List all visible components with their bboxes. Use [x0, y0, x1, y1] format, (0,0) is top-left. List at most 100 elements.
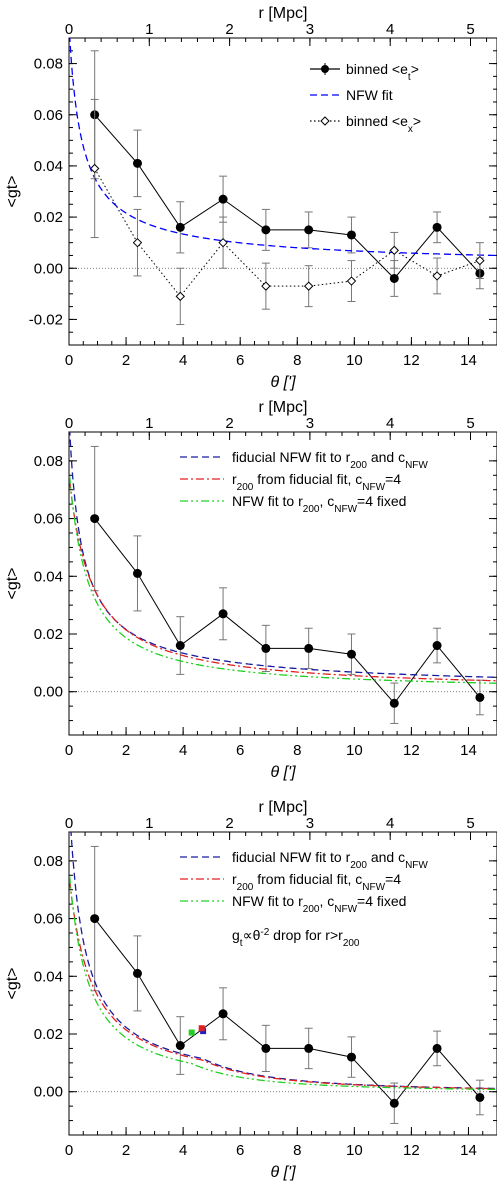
- top-tick-label: 1: [145, 415, 153, 432]
- legend-item-2: r200 from fiducial fit, cNFW=4: [180, 471, 401, 493]
- top-tick-label: 4: [386, 415, 394, 432]
- legend-label: fiducial NFW fit to r200 and cNFW: [232, 849, 428, 871]
- legend-label: binned <ex>: [346, 113, 421, 135]
- data-point: [90, 514, 100, 524]
- y-tick-label: 0.00: [34, 1084, 63, 1101]
- x-tick-label: 4: [179, 1142, 187, 1159]
- data-point: [89, 163, 100, 174]
- series-1: [69, 38, 497, 257]
- legend-label-sub2: NFW: [334, 504, 357, 515]
- data-line: [94, 168, 481, 298]
- data-point: [346, 230, 356, 240]
- data-point: [132, 568, 142, 578]
- top-tick-label: 3: [306, 815, 314, 832]
- annotation-post: drop for r>r: [269, 927, 343, 943]
- annotation-pre-sub: t: [240, 938, 243, 949]
- data-point: [132, 968, 142, 978]
- legend-label-tail2: =4: [385, 871, 401, 887]
- legend-label-tail: and c: [367, 849, 405, 865]
- data-point: [261, 643, 271, 653]
- legend-label: NFW fit to r200, cNFW=4 fixed: [232, 493, 406, 515]
- legend-label-main: r: [232, 871, 237, 887]
- legend-label: NFW fit: [346, 87, 393, 103]
- legend-label-tail2: =4 fixed: [357, 893, 406, 909]
- top-axis-title: r [Mpc]: [259, 5, 308, 22]
- data-point: [261, 281, 271, 291]
- data-point: [346, 649, 356, 659]
- y-tick-label: 0.08: [34, 853, 63, 870]
- data-point: [475, 1092, 485, 1102]
- series-3: [69, 875, 497, 1091]
- x-axis-title: θ [']: [270, 1164, 296, 1181]
- x-tick-label: 14: [460, 1142, 477, 1159]
- legend-label-sub: 200: [350, 460, 367, 471]
- legend-label: binned <et>: [346, 61, 419, 83]
- data-point: [218, 194, 228, 204]
- top-tick-label: 0: [65, 815, 73, 832]
- legend-label-main: binned <e: [346, 61, 408, 77]
- data-point: [175, 291, 185, 302]
- series-0: [90, 50, 485, 297]
- top-tick-label: 2: [225, 21, 233, 38]
- series-0: [90, 445, 485, 724]
- y-axis-title: <gt>: [4, 967, 21, 999]
- legend-label: r200 from fiducial fit, cNFW=4: [232, 471, 401, 493]
- data-point: [218, 1009, 228, 1019]
- y-tick-label: 0.06: [34, 911, 63, 928]
- annotation-mid-sup: -2: [260, 927, 269, 938]
- y-tick-label: 0.04: [34, 568, 63, 585]
- series-3: [69, 475, 497, 684]
- data-point: [304, 1043, 314, 1053]
- data-point: [218, 609, 228, 619]
- x-tick-label: 8: [293, 352, 301, 369]
- legend-label-sub: 200: [303, 504, 320, 515]
- y-tick-label: 0.08: [34, 453, 63, 470]
- legend-label-tail: >: [411, 61, 419, 77]
- plot-area: [69, 832, 497, 1124]
- data-point: [218, 237, 228, 248]
- legend: binned <et> NFW fit binned <ex>: [310, 61, 421, 135]
- x-axis-title: θ [']: [270, 764, 296, 781]
- legend-label-tail: >: [413, 113, 421, 129]
- y-tick-label: 0.02: [34, 1026, 63, 1043]
- legend-label-main: fiducial NFW fit to r: [232, 849, 351, 865]
- series-2: [89, 98, 485, 326]
- chart-panel-1: 0 2 4 6 8 10 12 14-0.020.000.020.040.060.080 1 2 3…: [4, 5, 497, 391]
- top-tick-label: 5: [466, 815, 474, 832]
- x-tick-label: 2: [122, 352, 130, 369]
- annotation-mid: ∝θ: [243, 927, 261, 943]
- annotation: gt∝θ-2 drop for r>r200: [232, 927, 360, 949]
- legend-label-tail: from fiducial fit, c: [253, 871, 362, 887]
- x-tick-label: 6: [236, 1142, 244, 1159]
- legend-label-sub2: NFW: [362, 882, 385, 893]
- fit-curve: [69, 480, 497, 682]
- top-tick-label: 2: [225, 415, 233, 432]
- x-tick-label: 0: [65, 352, 73, 369]
- x-tick-label: 0: [65, 742, 73, 759]
- legend-label-tail: , c: [319, 493, 334, 509]
- chart-panel-3: 0 2 4 6 8 10 12 140.000.020.040.060.080 1 2 3 4 5θ […: [4, 799, 497, 1181]
- x-tick-label: 4: [179, 742, 187, 759]
- fit-curve: [69, 38, 497, 257]
- legend-label-main: r: [232, 471, 237, 487]
- fit-curve: [69, 432, 497, 678]
- series-2: [69, 880, 497, 1090]
- x-tick-label: 6: [236, 352, 244, 369]
- data-point: [304, 225, 314, 235]
- y-tick-label: -0.02: [29, 311, 63, 328]
- legend-label-main: NFW fit to r: [232, 493, 303, 509]
- y-tick-label: 0.00: [34, 260, 63, 277]
- x-tick-label: 2: [122, 742, 130, 759]
- legend-item-3: NFW fit to r200, cNFW=4 fixed: [180, 893, 406, 915]
- legend-label-sub: 200: [237, 482, 254, 493]
- legend-label: fiducial NFW fit to r200 and cNFW: [232, 449, 428, 471]
- x-tick-label: 8: [293, 742, 301, 759]
- x-tick-label: 12: [403, 1142, 420, 1159]
- series-1: [69, 432, 497, 678]
- data-point: [90, 914, 100, 924]
- y-tick-label: 0.00: [34, 684, 63, 701]
- legend-label-tail: from fiducial fit, c: [253, 471, 362, 487]
- data-point: [304, 643, 314, 653]
